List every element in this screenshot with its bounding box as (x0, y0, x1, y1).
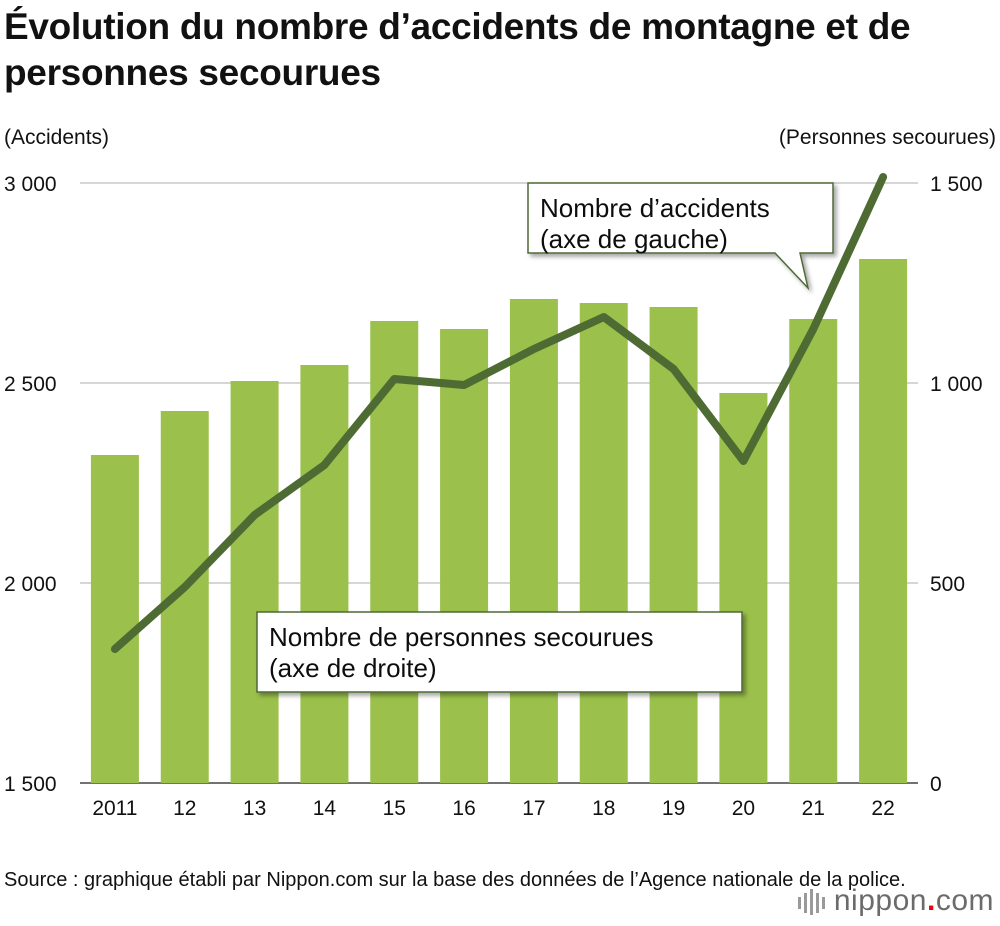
rescued-callout-text: Nombre de personnes secourues (269, 622, 653, 652)
logo-dot: . (926, 884, 936, 917)
accidents-callout: Nombre d’accidents(axe de gauche) (527, 182, 834, 291)
left-tick-label: 3 000 (4, 173, 57, 196)
bar (509, 299, 558, 783)
x-tick-label: 2011 (92, 797, 137, 820)
left-axis-unit: (Accidents) (4, 126, 110, 149)
left-tick-label: 2 000 (4, 573, 57, 596)
bar (579, 303, 628, 783)
rescued-line (110, 173, 888, 653)
x-tick-label: 16 (452, 797, 475, 820)
logo-suffix: com (935, 884, 994, 917)
x-tick-label: 21 (802, 797, 825, 820)
callouts: Nombre d’accidents(axe de gauche)Nombre … (256, 182, 834, 693)
rescued-callout-text: (axe de droite) (269, 653, 437, 683)
left-tick-label: 1 500 (4, 773, 57, 796)
source-note: Source : graphique établi par Nippon.com… (4, 869, 906, 891)
left-tick-label: 2 500 (4, 373, 57, 396)
accidents-callout-text: Nombre d’accidents (540, 193, 770, 223)
bar (90, 455, 139, 783)
x-tick-label: 17 (522, 797, 545, 820)
bar (440, 329, 489, 783)
bar (719, 393, 768, 783)
bar-series (90, 259, 908, 783)
rescued-callout: Nombre de personnes secourues(axe de dro… (256, 611, 743, 693)
x-tick-label: 19 (662, 797, 685, 820)
x-tick-label: 20 (732, 797, 755, 820)
x-tick-label: 15 (383, 797, 406, 820)
bar (859, 259, 908, 783)
bar (789, 319, 838, 783)
nippon-logo-icon (797, 889, 825, 916)
axis-ticks: 1 500 2 000 2 500 3 000 0 500 1 000 1 500 2011 12… (4, 173, 983, 820)
rescued-callout-box (256, 611, 743, 693)
nippon-logo: nippon.com (797, 884, 994, 918)
line-series (110, 173, 888, 653)
right-tick-label: 500 (930, 573, 965, 596)
accidents-callout-text: (axe de gauche) (540, 224, 728, 254)
right-axis-unit: (Personnes secourues) (778, 126, 996, 149)
right-tick-label: 0 (930, 773, 942, 796)
x-tick-label: 13 (243, 797, 266, 820)
x-tick-label: 14 (313, 797, 337, 820)
chart-title: Évolution du nombre d’accidents de monta… (4, 6, 911, 93)
bar (649, 307, 698, 783)
x-tick-label: 18 (592, 797, 615, 820)
right-tick-label: 1 000 (930, 373, 983, 396)
bar (230, 381, 279, 783)
bar (300, 365, 349, 783)
x-tick-label: 22 (871, 797, 894, 820)
x-tick-label: 12 (173, 797, 196, 820)
right-tick-label: 1 500 (930, 173, 983, 196)
accidents-callout-box (527, 182, 834, 291)
bar (370, 321, 419, 783)
logo-name: nippon (833, 884, 927, 917)
